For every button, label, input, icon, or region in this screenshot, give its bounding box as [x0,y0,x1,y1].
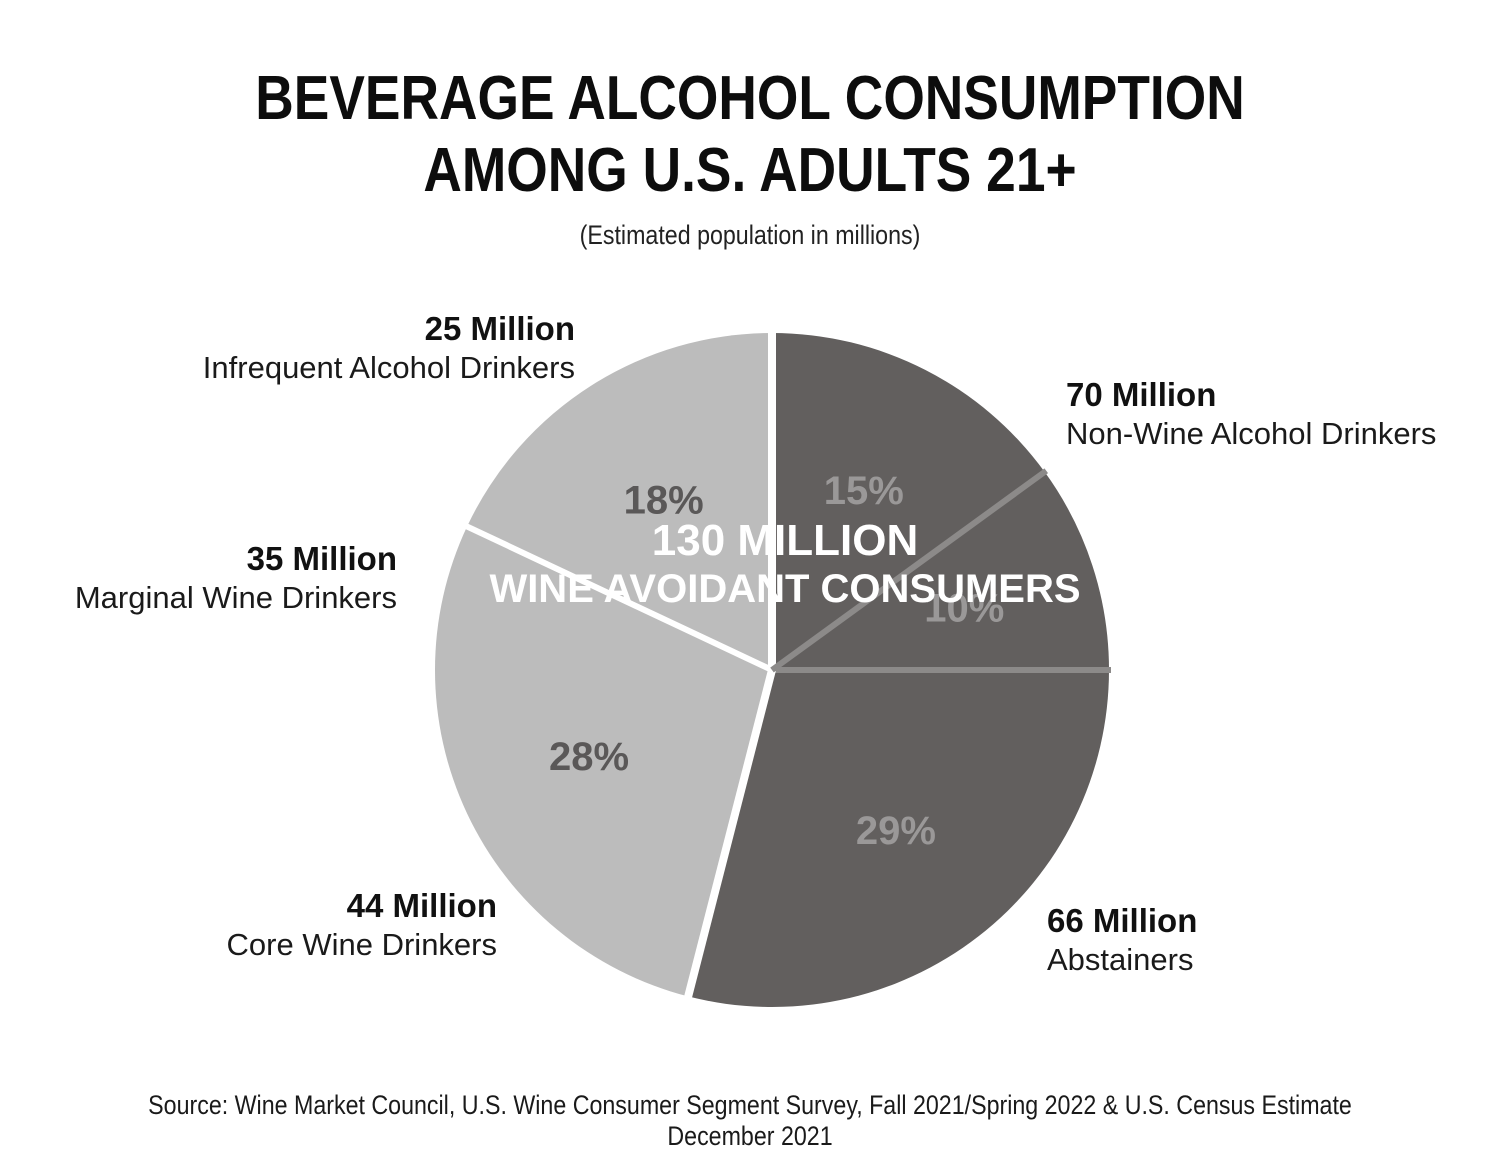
slice-name-marginal: Marginal Wine Drinkers [74,580,397,616]
slice-name-core: Core Wine Drinkers [226,927,497,963]
slice-label-core: 44 Million Core Wine Drinkers [227,885,497,965]
slice-value-core: 44 Million [346,887,497,924]
pie-slice-non-wine-alcohol-drinkers [688,670,1109,1007]
slice-value-marginal: 35 Million [246,540,397,577]
pie-percent-marginal-wine-drinkers: 15% [824,469,904,513]
slice-label-abstainers: 66 Million Abstainers [1047,900,1197,980]
source-note: Source: Wine Market Council, U.S. Wine C… [148,1090,1352,1151]
center-label-line2: WINE AVOIDANT CONSUMERS [489,567,1080,611]
slice-label-non-wine: 70 Million Non-Wine Alcohol Drinkers [1066,374,1436,454]
slice-name-infrequent: Infrequent Alcohol Drinkers [202,350,575,386]
pie-percent-abstainers: 28% [549,735,629,779]
pie-divider [770,468,1049,673]
pie-percent-core-wine-drinkers: 18% [624,478,704,522]
pie-slice-core-wine-drinkers [467,333,772,670]
pie-slice-abstainers [434,526,772,997]
slice-name-abstainers: Abstainers [1047,942,1194,978]
pie-divider [463,522,774,673]
pie-percent-infrequent-alcohol-drinkers: 10% [924,587,1004,631]
pie-slice-infrequent-alcohol-drinkers [772,471,1109,670]
center-label-line1: 130 MILLION [652,516,919,565]
slice-label-infrequent: 25 Million Infrequent Alcohol Drinkers [203,308,575,388]
pie-slice-marginal-wine-drinkers [772,333,1045,670]
chart-title-line1: BEVERAGE ALCOHOL CONSUMPTION [255,64,1245,133]
slice-name-non-wine: Non-Wine Alcohol Drinkers [1066,416,1437,452]
chart-subtitle: (Estimated population in millions) [579,220,921,250]
slice-value-abstainers: 66 Million [1047,902,1198,939]
chart-title-line2: AMONG U.S. ADULTS 21+ [423,136,1077,205]
slice-value-non-wine: 70 Million [1066,376,1217,413]
slice-value-infrequent: 25 Million [424,310,575,347]
slice-label-marginal: 35 Million Marginal Wine Drinkers [75,538,397,618]
pie-divider [683,669,776,1000]
pie-percent-non-wine-alcohol-drinkers: 29% [856,809,936,853]
